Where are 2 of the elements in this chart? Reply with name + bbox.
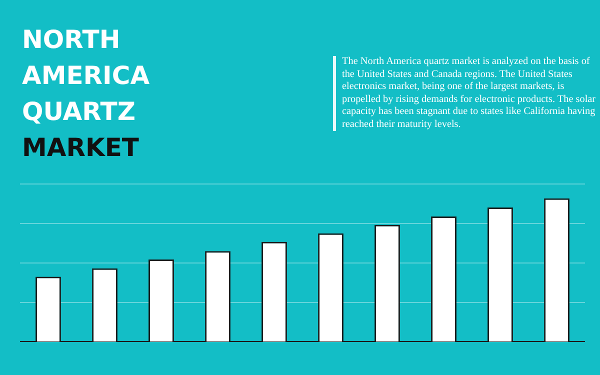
chart-title: NORTH AMERICA QUARTZ MARKET xyxy=(22,25,150,162)
chart-subtitle: The North America quartz market is analyzed on the basis of the United States and Canada regions. The United States electronics market, being one of the largest markets, is propelled by rising demands for electronic products. The solar capacity has been stagnant due to states like California having reached their maturity levels. xyxy=(333,56,597,131)
